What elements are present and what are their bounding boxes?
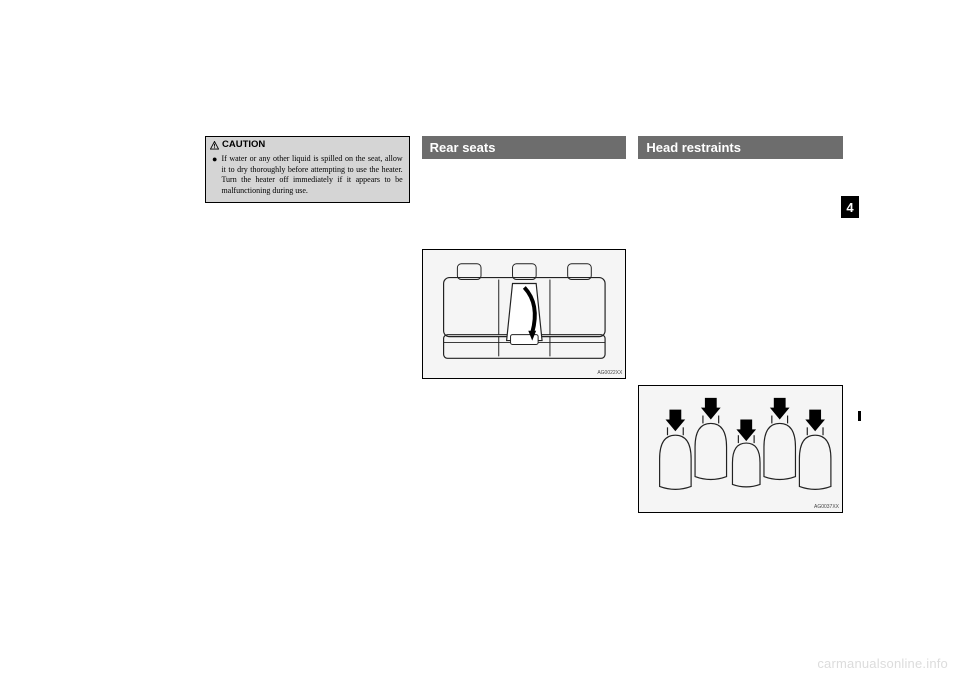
reference-code: E00401300017 xyxy=(422,161,627,170)
warning-box: ⚠WARNING Driving without the head restra… xyxy=(638,178,843,291)
warning-header: ⚠WARNING xyxy=(638,178,843,193)
warning-label: WARNING xyxy=(653,180,697,190)
footer-page-number: 4-05 xyxy=(822,601,840,611)
caution-text: If water or any other liquid is spilled … xyxy=(221,154,402,197)
headrest-illustration: AG0037XX xyxy=(638,385,843,513)
illustration-code-3: AG0037XX xyxy=(814,504,839,510)
armrest-ref: E00402700068 xyxy=(422,198,627,207)
section-heading-head-restraints: Head restraints xyxy=(638,136,843,159)
caution-header: CAUTION xyxy=(206,137,409,152)
info-icon: ⓘ xyxy=(426,395,435,405)
chapter-tab: 4 xyxy=(841,196,859,218)
illustration-code: AG0022XX xyxy=(597,370,622,376)
armrest-text-1: To use the armrest, fold it down. xyxy=(422,207,627,219)
side-index-mark xyxy=(858,411,861,421)
column-2: Rear seats E00401300017 Armrest* E004027… xyxy=(422,136,627,602)
caution-label: CAUTION xyxy=(222,139,265,152)
warning-triangle-icon: ⚠ xyxy=(642,180,650,190)
column-3: Head restraints E00403301202 ⚠WARNING Dr… xyxy=(638,136,843,602)
caution-box: CAUTION ● If water or any other liquid i… xyxy=(205,136,410,203)
armrest-heading: Armrest* xyxy=(422,180,627,192)
armrest-illustration: AG0022XX xyxy=(422,249,627,379)
note-body: Do not climb or sit on the armrest. Doin… xyxy=(422,408,627,436)
reference-code-3: E00403301202 xyxy=(638,161,843,170)
caution-body: ● If water or any other liquid is spille… xyxy=(206,152,409,202)
watermark-text: carmanualsonline.info xyxy=(817,656,948,671)
warning-body-2: Never place a cushion or similar device … xyxy=(638,253,843,291)
page-content: CAUTION ● If water or any other liquid i… xyxy=(205,136,843,602)
headrest-svg xyxy=(639,386,842,512)
column-1: CAUTION ● If water or any other liquid i… xyxy=(205,136,410,602)
rear-seat-svg xyxy=(423,250,626,378)
adjust-text: Adjust the head restraint height so that… xyxy=(638,319,843,378)
warning-body-1: Driving without the head restraints in p… xyxy=(638,193,843,253)
footer-doc-code: OGAE14E1 xyxy=(205,602,244,611)
bullet-icon: ● xyxy=(212,154,217,197)
armrest-text-2: To return to the original position, push… xyxy=(422,219,627,243)
note-box: ⓘ NOTE Do not climb or sit on the armrest… xyxy=(422,391,627,436)
note-header: ⓘ NOTE xyxy=(422,391,627,408)
page-header-title: Rear seats xyxy=(792,115,840,126)
note-label: NOTE xyxy=(439,395,464,405)
warning-triangle-icon xyxy=(210,141,219,150)
adjust-heading: To adjust height xyxy=(638,301,843,313)
section-heading-rear-seats: Rear seats xyxy=(422,136,627,159)
